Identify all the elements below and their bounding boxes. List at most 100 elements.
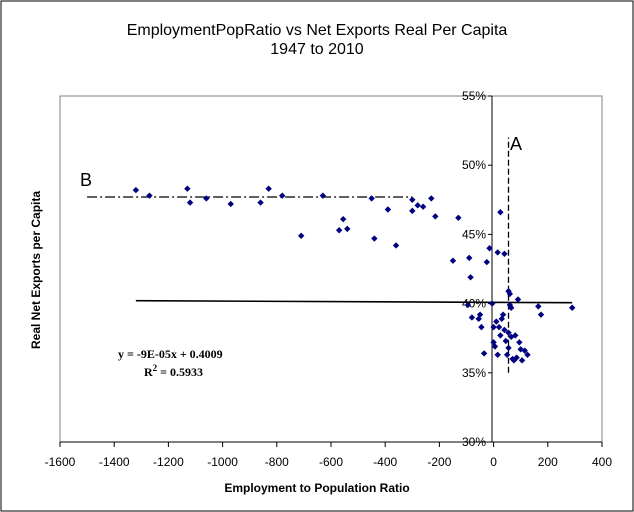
r-squared-label: R2 = 0.5933: [144, 363, 203, 379]
data-point: [516, 339, 523, 346]
data-point: [371, 235, 378, 242]
data-point: [184, 185, 191, 192]
data-point: [524, 351, 531, 359]
data-point: [537, 311, 545, 318]
x-tick-label: -200: [427, 455, 451, 469]
data-point: [517, 346, 524, 353]
r-squared-value: = 0.5933: [157, 365, 203, 379]
data-point: [344, 225, 351, 233]
data-point: [132, 186, 140, 194]
data-point: [464, 301, 472, 309]
data-point: [514, 296, 522, 303]
x-tick-label: -600: [319, 455, 343, 469]
data-point: [186, 199, 194, 206]
data-point: [297, 232, 305, 239]
data-point: [497, 332, 504, 339]
y-tick-label: 40%: [462, 297, 486, 311]
data-point: [339, 215, 347, 223]
data-point: [468, 314, 476, 321]
data-point: [483, 258, 491, 266]
trendline-equation: y = -9E-05x + 0.4009: [118, 347, 223, 361]
data-point: [508, 333, 515, 341]
y-tick-label: 30%: [462, 435, 486, 449]
trendline: [135, 299, 573, 304]
data-point: [476, 311, 484, 318]
x-axis-title: Employment to Population Ratio: [224, 481, 409, 495]
data-point: [480, 350, 488, 357]
data-point: [495, 323, 503, 331]
data-point: [494, 249, 501, 256]
data-point: [432, 213, 439, 220]
data-point: [368, 195, 375, 202]
data-point: [493, 318, 500, 325]
x-tick-label: 200: [538, 455, 558, 469]
data-point: [319, 192, 327, 199]
data-point: [467, 274, 474, 281]
r-squared-base: R: [144, 365, 153, 379]
data-point: [512, 332, 519, 339]
data-point: [499, 311, 507, 318]
data-point: [494, 351, 501, 359]
data-point: [508, 304, 515, 311]
y-axis-title: Real Net Exports per Capita: [29, 191, 43, 349]
data-point: [501, 250, 508, 257]
data-point: [146, 192, 153, 199]
data-point: [227, 200, 234, 208]
data-point: [449, 257, 457, 264]
x-axis: -1600 -1400 -1200 -1000 -800 -600 -400 -200 0 200…: [45, 441, 612, 469]
data-point: [384, 206, 392, 213]
data-point: [502, 337, 509, 345]
y-axis: 30% 35% 40% 45% 50% 55%: [462, 89, 493, 449]
data-points: [132, 185, 576, 364]
reference-label-a: A: [510, 134, 522, 154]
trendline-group: [135, 299, 573, 304]
data-point: [505, 344, 512, 352]
data-point: [510, 357, 518, 364]
data-point: [513, 354, 520, 361]
data-point: [503, 351, 511, 359]
data-point: [521, 347, 528, 354]
data-point: [414, 202, 421, 209]
y-tick-label: 35%: [462, 366, 486, 380]
x-tick-label: -1400: [99, 455, 130, 469]
y-tick-label: 50%: [462, 158, 486, 172]
data-point: [335, 227, 343, 234]
data-point: [505, 329, 512, 336]
data-point: [257, 199, 264, 206]
plot-area: [59, 95, 603, 443]
data-point: [535, 303, 542, 310]
data-point: [491, 343, 499, 350]
data-point: [486, 245, 493, 252]
data-point: [489, 300, 496, 307]
r-squared-sup: 2: [153, 363, 158, 373]
y-tick-label: 55%: [462, 89, 486, 103]
chart-subtitle: 1947 to 2010: [270, 41, 364, 58]
data-point: [265, 185, 272, 192]
data-point: [392, 242, 400, 249]
data-point: [568, 304, 576, 311]
data-point: [518, 357, 526, 364]
reference-label-b: B: [80, 170, 92, 190]
data-point: [478, 323, 485, 331]
x-tick-label: -1200: [153, 455, 184, 469]
data-point: [279, 192, 286, 199]
x-tick-label: 400: [592, 455, 612, 469]
data-point: [409, 196, 416, 203]
x-tick-label: -1600: [45, 455, 76, 469]
data-point: [490, 323, 497, 331]
data-point: [497, 209, 504, 216]
data-point: [419, 203, 427, 210]
x-tick-label: 0: [490, 455, 497, 469]
data-point: [428, 195, 435, 202]
data-point: [501, 326, 508, 334]
x-tick-label: -1000: [207, 455, 238, 469]
data-point: [409, 207, 416, 215]
data-point: [506, 290, 514, 298]
chart-title: EmploymentPopRatio vs Net Exports Real P…: [127, 22, 508, 39]
y-tick-label: 45%: [462, 227, 486, 241]
x-tick-label: -800: [265, 455, 289, 469]
x-tick-label: -400: [373, 455, 397, 469]
data-point: [466, 254, 473, 262]
